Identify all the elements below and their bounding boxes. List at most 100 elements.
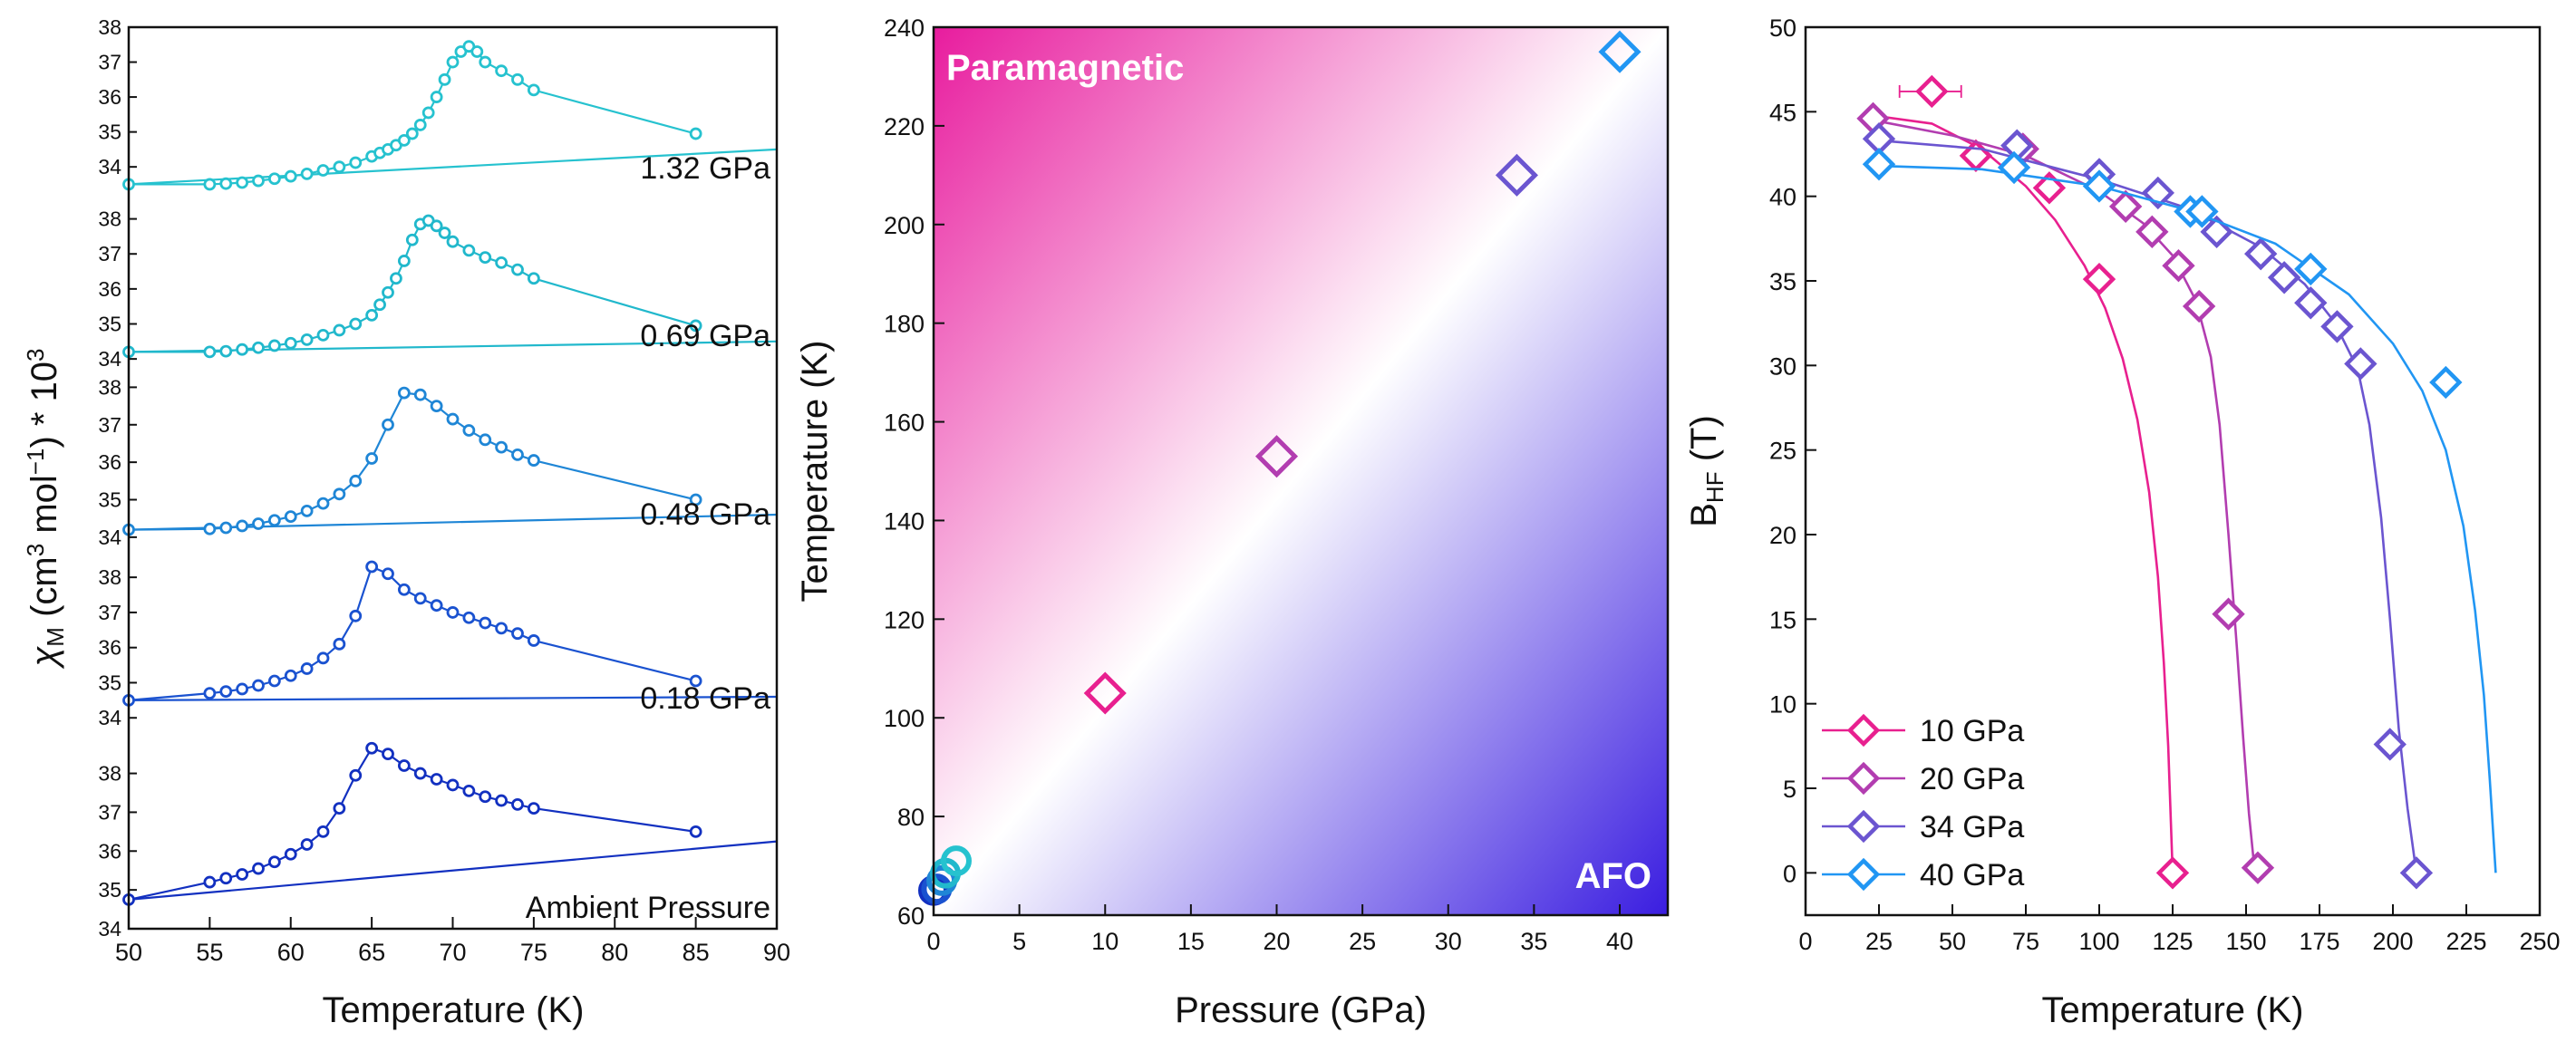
bhf-x-tick-label: 225 xyxy=(2445,928,2486,955)
series-0-point xyxy=(236,176,249,189)
series-0-point xyxy=(479,55,492,69)
phase-y-tick-label: 220 xyxy=(884,113,925,140)
susceptibility-y-tick-label: 36 xyxy=(98,839,121,863)
series-0-point xyxy=(397,133,411,147)
susceptibility-y-tick-label: 34 xyxy=(98,917,121,941)
phase-x-tick-label: 10 xyxy=(1091,928,1119,955)
series-4-point xyxy=(219,872,233,885)
series-0-point xyxy=(421,106,435,120)
phase-diagram-frame xyxy=(932,25,1670,917)
phase-y-tick-label: 140 xyxy=(884,507,925,535)
high-pressure-transition-point xyxy=(1495,153,1538,197)
bhf-y-tick-label: 0 xyxy=(1783,860,1796,887)
series-2-point xyxy=(382,418,394,431)
phase-x-tick-label: 0 xyxy=(926,928,940,955)
series-4-point xyxy=(430,773,443,786)
series-3-point xyxy=(495,622,508,635)
legend-marker-1 xyxy=(1846,761,1881,796)
series-2-point xyxy=(430,400,443,412)
susceptibility-x-tick-label: 90 xyxy=(763,939,790,966)
legend-marker-3 xyxy=(1846,857,1881,892)
series-4-point xyxy=(397,759,411,772)
series-2-point xyxy=(446,412,460,426)
series-2-point xyxy=(511,448,524,461)
susceptibility-y-tick-label: 35 xyxy=(98,488,121,512)
series-1-point xyxy=(373,298,386,312)
series-2-point xyxy=(689,493,702,507)
bhf-y-tick-label: 15 xyxy=(1769,606,1796,633)
series-3-point xyxy=(365,560,379,574)
bhf-y-tick-label: 30 xyxy=(1769,352,1796,380)
susceptibility-y-tick-label: 35 xyxy=(98,121,121,144)
series-2-point xyxy=(349,474,363,487)
phase-x-tick-label: 25 xyxy=(1349,928,1376,955)
susceptibility-y-tick-label: 37 xyxy=(98,242,121,265)
susceptibility-x-tick-label: 65 xyxy=(358,939,385,966)
bhf-series-2-fit-line xyxy=(1878,139,2418,873)
susceptibility-y-tick-label: 34 xyxy=(98,706,121,729)
series-0-fit-line xyxy=(128,148,778,186)
bhf-y-tick-label: 25 xyxy=(1769,438,1796,465)
curve-label-4: Ambient Pressure xyxy=(526,891,770,925)
bhf-series-0-point xyxy=(2082,262,2116,296)
series-0-point xyxy=(689,127,702,140)
bhf-series-0-point xyxy=(1959,139,1993,173)
phase-x-tick-label: 35 xyxy=(1520,928,1547,955)
hyperfine-field-x-axis-title: Temperature (K) xyxy=(2042,990,2304,1030)
series-4-point xyxy=(511,797,524,811)
series-3-point xyxy=(382,567,394,581)
bhf-series-2-point xyxy=(2373,728,2407,761)
phase-y-tick-label: 120 xyxy=(884,606,925,633)
susceptibility-x-tick-label: 55 xyxy=(196,939,223,966)
hyperfine-field-y-axis-title: BHF (T) xyxy=(1684,415,1729,527)
bhf-x-tick-label: 250 xyxy=(2519,928,2560,955)
series-0-point xyxy=(316,164,330,177)
series-0-point xyxy=(527,83,540,97)
bhf-series-1-point xyxy=(2182,289,2216,323)
bhf-y-tick-label: 35 xyxy=(1769,268,1796,295)
series-3-point xyxy=(511,627,524,641)
legend-label-3: 40 GPa xyxy=(1920,858,2024,892)
susceptibility-x-tick-label: 80 xyxy=(601,939,628,966)
series-3-point xyxy=(349,609,363,622)
phase-diagram-panel: 0 5 10 15 20 25 30 35 40 60 80 100 120 140 160 180 200 22… xyxy=(795,14,1670,1030)
series-0-point xyxy=(511,72,524,86)
phase-y-tick-label: 100 xyxy=(884,705,925,732)
susceptibility-y-tick-label: 36 xyxy=(98,450,121,474)
bhf-series-2-point xyxy=(2344,347,2377,381)
afo-region-label: AFO xyxy=(1575,856,1651,896)
series-0-point xyxy=(333,160,346,174)
series-1-point xyxy=(397,255,411,267)
series-1-point xyxy=(527,272,540,285)
series-0-point xyxy=(300,167,314,180)
bhf-series-1-point xyxy=(2212,597,2245,631)
bhf-series-3-point xyxy=(2429,365,2463,400)
hyperfine-field-frame xyxy=(1804,25,2542,917)
series-1-point xyxy=(446,235,460,248)
bhf-series-1-point xyxy=(2241,851,2275,884)
phase-x-tick-label: 15 xyxy=(1177,928,1205,955)
susceptibility-y-tick-label: 38 xyxy=(98,207,121,231)
legend-label-2: 34 GPa xyxy=(1920,810,2024,844)
susceptibility-y-tick-label: 34 xyxy=(98,526,121,549)
series-2-point xyxy=(267,514,281,527)
series-0-point xyxy=(438,72,451,86)
phase-y-tick-label: 80 xyxy=(897,804,925,831)
susceptibility-y-tick-label: 38 xyxy=(98,15,121,39)
series-4-point xyxy=(527,802,540,815)
series-3-point xyxy=(219,685,233,699)
bhf-x-tick-label: 50 xyxy=(1939,928,1966,955)
susceptibility-y-axis-title: χM (cm3 mol−1) * 103 xyxy=(22,348,69,669)
series-1-point xyxy=(349,317,363,331)
susceptibility-x-tick-label: 75 xyxy=(520,939,547,966)
bhf-series-2-point xyxy=(2244,236,2278,271)
bhf-unit: (T) xyxy=(1684,415,1724,471)
series-3-point xyxy=(527,634,540,647)
phase-x-tick-label: 20 xyxy=(1263,928,1290,955)
series-4-point xyxy=(316,825,330,838)
series-4-point xyxy=(413,767,427,780)
phase-diagram-axes: 0 5 10 15 20 25 30 35 40 60 80 100 120 140 160 180 200 22… xyxy=(884,14,1633,955)
bhf-series-3-point xyxy=(2185,195,2219,228)
bhf-series-3-point xyxy=(2082,169,2116,203)
chi-subscript: M xyxy=(42,627,69,647)
